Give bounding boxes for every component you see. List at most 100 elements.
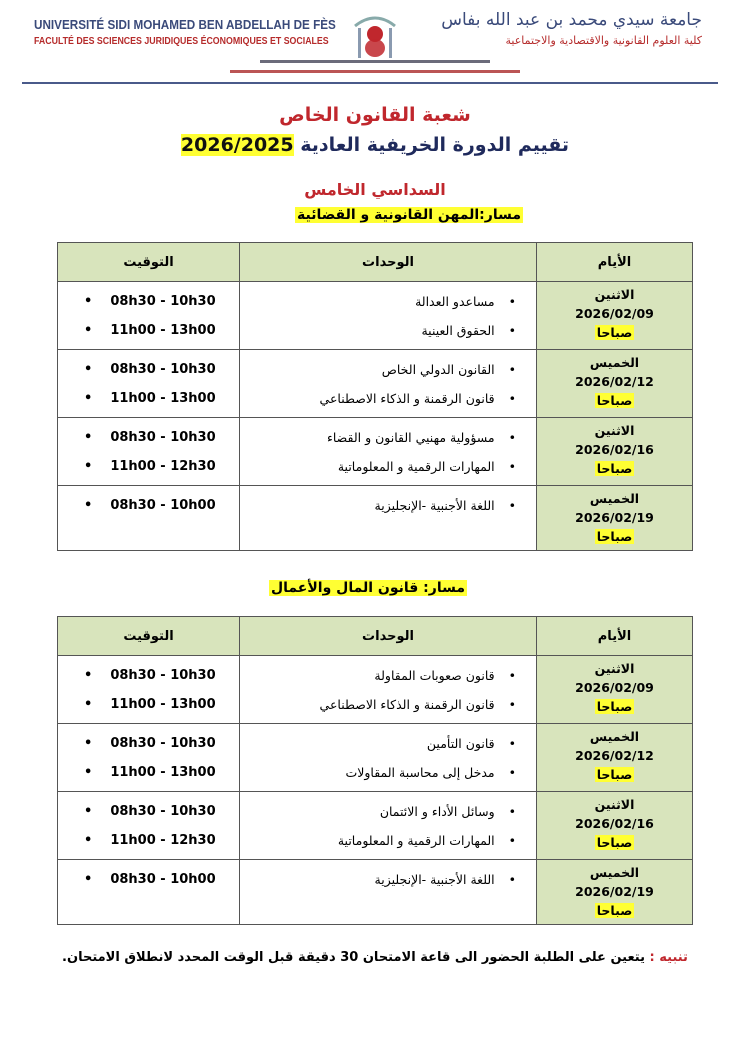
period-badge: صباحا [594,325,635,340]
day-name: الاثنين [594,797,635,812]
period-badge: صباحا [594,903,635,918]
unit-item: قانون الرقمنة و الذكاء الاصطناعي [241,384,516,413]
time-cell: 08h30 - 10h3011h00 - 13h00 [57,655,240,724]
units-cell: اللغة الأجنبية -الإنجليزية [239,859,537,925]
period-wrap: صباحا [538,697,691,716]
units-cell: مسؤولية مهنيي القانون و القضاءالمهارات ا… [239,417,537,486]
exam-date: 2026/02/16 [575,442,654,457]
time-slot: 11h00 - 12h30 [84,826,238,855]
day-cell: الخميس 2026/02/12 صباحا [536,349,693,418]
header-days: الأيام [536,616,693,656]
units-list: وسائل الأداء و الائتمانالمهارات الرقمية … [241,793,516,855]
table-header-row: الأيام الوحدات التوقيت [57,242,693,282]
units-cell: اللغة الأجنبية -الإنجليزية [239,485,537,551]
period-wrap: صباحا [538,391,691,410]
units-cell: قانون صعوبات المقاولةقانون الرقمنة و الذ… [239,655,537,724]
day-cell: الاثنين 2026/02/16 صباحا [536,417,693,486]
university-name-fr: UNIVERSITÉ SIDI MOHAMED BEN ABDELLAH DE … [34,17,336,32]
table-row: الاثنين 2026/02/09 صباحا قانون صعوبات المقا… [57,655,693,724]
day-name: الخميس [589,355,640,370]
time-list: 08h30 - 10h00 [84,861,238,894]
units-list: قانون التأمينمدخل إلى محاسبة المقاولات [241,725,516,787]
units-list: اللغة الأجنبية -الإنجليزية [241,861,516,894]
time-cell: 08h30 - 10h3011h00 - 13h00 [57,723,240,792]
unit-item: مدخل إلى محاسبة المقاولات [241,758,516,787]
time-cell: 08h30 - 10h3011h00 - 13h00 [57,281,240,350]
table-row: الخميس 2026/02/12 صباحا القانون الدولي الخا… [57,349,693,418]
time-slot: 08h30 - 10h00 [84,491,238,520]
time-cell: 08h30 - 10h00 [57,859,240,925]
header-divider [22,82,718,84]
notice-text: يتعين على الطلبة الحضور الى قاعة الامتحا… [62,950,645,965]
notice: تنبيه : يتعين على الطلبة الحضور الى قاعة… [0,950,750,965]
period-wrap: صباحا [538,833,691,852]
unit-item: الحقوق العينية [241,316,516,345]
track-label: مسار: قانون المال والأعمال [269,580,467,596]
unit-item: قانون صعوبات المقاولة [241,661,516,690]
table-row: الخميس 2026/02/19 صباحا اللغة الأجنبية -الإ… [57,485,693,551]
exam-date: 2026/02/16 [575,816,654,831]
unit-item: اللغة الأجنبية -الإنجليزية [241,865,516,894]
exam-date: 2026/02/09 [575,306,654,321]
day-cell: الاثنين 2026/02/16 صباحا [536,791,693,860]
day-name: الخميس [589,491,640,506]
day-name: الخميس [589,729,640,744]
time-list: 08h30 - 10h3011h00 - 13h00 [84,725,238,787]
header-units: الوحدات [239,616,537,656]
header-time: التوقيت [57,242,240,282]
unit-item: قانون التأمين [241,729,516,758]
exam-date: 2026/02/19 [575,884,654,899]
day-cell: الخميس 2026/02/19 صباحا [536,859,693,925]
time-list: 08h30 - 10h3011h00 - 13h00 [84,657,238,719]
unit-item: المهارات الرقمية و المعلوماتية [241,452,516,481]
unit-item: قانون الرقمنة و الذكاء الاصطناعي [241,690,516,719]
unit-item: مسؤولية مهنيي القانون و القضاء [241,423,516,452]
unit-item: مساعدو العدالة [241,287,516,316]
period-badge: صباحا [594,835,635,850]
table-header-row: الأيام الوحدات التوقيت [57,616,693,656]
track-label: مسار:المهن القانونية و القضائية [295,207,523,223]
day-name: الاثنين [594,423,635,438]
department-title: شعبة القانون الخاص [279,104,471,126]
time-list: 08h30 - 10h3011h00 - 12h30 [84,419,238,481]
period-wrap: صباحا [538,459,691,478]
unit-item: المهارات الرقمية و المعلوماتية [241,826,516,855]
time-slot: 08h30 - 10h30 [84,423,238,452]
unit-item: وسائل الأداء و الائتمان [241,797,516,826]
day-name: الاثنين [594,661,635,676]
time-slot: 11h00 - 13h00 [84,316,238,345]
session-label: تقييم الدورة الخريفية العادية [300,134,570,156]
units-list: اللغة الأجنبية -الإنجليزية [241,487,516,520]
time-cell: 08h30 - 10h3011h00 - 12h30 [57,791,240,860]
units-list: القانون الدولي الخاصقانون الرقمنة و الذك… [241,351,516,413]
time-slot: 11h00 - 13h00 [84,384,238,413]
period-badge: صباحا [594,529,635,544]
time-cell: 08h30 - 10h00 [57,485,240,551]
units-cell: مساعدو العدالةالحقوق العينية [239,281,537,350]
session-title: تقييم الدورة الخريفية العادية 2026/2025 [0,134,750,156]
header-units: الوحدات [239,242,537,282]
period-badge: صباحا [594,461,635,476]
time-cell: 08h30 - 10h3011h00 - 13h00 [57,349,240,418]
table-row: الاثنين 2026/02/16 صباحا وسائل الأداء و الا… [57,791,693,860]
exam-date: 2026/02/19 [575,510,654,525]
table-row: الخميس 2026/02/19 صباحا اللغة الأجنبية -الإ… [57,859,693,925]
period-wrap: صباحا [538,765,691,784]
time-slot: 08h30 - 10h30 [84,355,238,384]
university-name-ar: جامعة سيدي محمد بن عبد الله بفاس [441,10,702,30]
academic-year: 2026/2025 [180,134,294,156]
exam-date: 2026/02/12 [575,374,654,389]
units-list: قانون صعوبات المقاولةقانون الرقمنة و الذ… [241,657,516,719]
time-list: 08h30 - 10h3011h00 - 12h30 [84,793,238,855]
day-cell: الخميس 2026/02/12 صباحا [536,723,693,792]
day-cell: الاثنين 2026/02/09 صباحا [536,655,693,724]
semester-title: السداسي الخامس [304,180,446,199]
period-badge: صباحا [594,767,635,782]
tifinagh-lettering [260,60,490,63]
table-row: الخميس 2026/02/12 صباحا قانون التأمينمدخل إ… [57,723,693,792]
unit-item: القانون الدولي الخاص [241,355,516,384]
tifinagh-lettering [230,70,520,73]
day-name: الخميس [589,865,640,880]
faculty-name-ar: كلية العلوم القانونية والاقتصادية والاجت… [505,34,703,47]
